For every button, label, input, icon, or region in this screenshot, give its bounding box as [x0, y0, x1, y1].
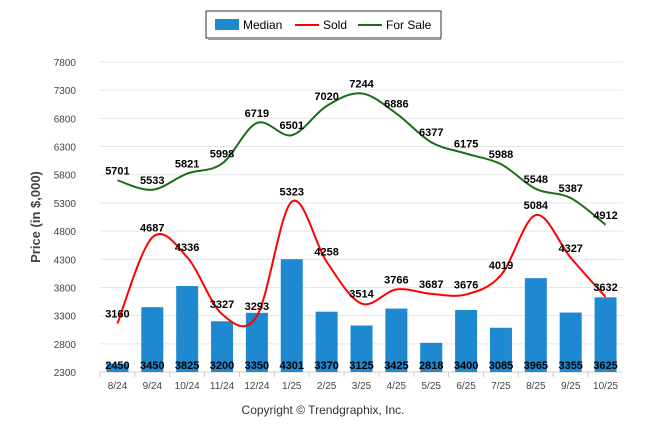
x-tick-label: 6/25 [456, 381, 476, 392]
x-tick-label: 10/24 [175, 381, 200, 392]
median-data-label: 3965 [524, 360, 548, 372]
for-sale-data-label: 6501 [280, 120, 304, 132]
sold-data-label: 5084 [524, 200, 549, 212]
for-sale-data-label: 7244 [349, 78, 374, 90]
median-data-label: 2818 [419, 360, 443, 372]
median-data-label: 3085 [489, 360, 513, 372]
x-tick-label: 9/25 [561, 381, 581, 392]
median-data-label: 3355 [558, 360, 582, 372]
x-tick-label: 12/24 [244, 381, 269, 392]
sold-data-label: 5323 [280, 187, 304, 199]
legend-label: For Sale [386, 18, 432, 32]
copyright: Copyright © Trendgraphix, Inc. [241, 403, 405, 417]
x-tick-label: 2/25 [317, 381, 337, 392]
sold-data-label: 4687 [140, 222, 164, 234]
median-data-label: 3400 [454, 360, 478, 372]
for-sale-data-label: 6377 [419, 127, 443, 139]
sold-data-label: 4019 [489, 260, 513, 272]
x-tick-label: 7/25 [491, 381, 511, 392]
median-data-label: 4301 [280, 360, 304, 372]
median-data-label: 3200 [210, 360, 234, 372]
sold-data-label: 3766 [384, 274, 408, 286]
y-axis-label: Price (in $,000) [28, 171, 43, 263]
median-bar [594, 297, 617, 372]
for-sale-data-label: 6719 [245, 108, 269, 120]
median-bar [385, 308, 408, 372]
for-sale-data-label: 5701 [105, 165, 129, 177]
y-tick-label: 4800 [54, 227, 77, 238]
median-bar [315, 311, 338, 372]
x-tick-label: 4/25 [387, 381, 407, 392]
median-bar [176, 286, 199, 372]
median-bar [141, 307, 164, 372]
legend-label: Sold [323, 18, 347, 32]
median-bar [106, 363, 129, 372]
sold-data-label: 4327 [558, 243, 582, 255]
median-bar [524, 278, 547, 372]
median-data-label: 3370 [314, 360, 338, 372]
sold-data-label: 4258 [314, 247, 338, 259]
y-tick-label: 7300 [54, 86, 77, 97]
for-sale-data-label: 7020 [314, 91, 338, 103]
x-tick-label: 5/25 [421, 381, 441, 392]
for-sale-data-label: 5387 [558, 183, 582, 195]
y-tick-label: 3800 [54, 283, 77, 294]
sold-data-label: 3514 [349, 289, 374, 301]
y-tick-label: 2800 [54, 340, 77, 351]
median-data-label: 3450 [140, 360, 164, 372]
for-sale-data-label: 5533 [140, 175, 164, 187]
median-bar [280, 259, 303, 372]
median-data-label: 3350 [245, 360, 269, 372]
legend-label: Median [243, 18, 282, 32]
median-bar [211, 321, 234, 372]
median-data-label: 3425 [384, 360, 408, 372]
legend-swatch-median [215, 19, 239, 30]
x-tick-label: 8/24 [108, 381, 128, 392]
y-tick-label: 2300 [54, 368, 77, 379]
median-data-label: 3625 [593, 360, 617, 372]
for-sale-data-label: 6886 [384, 99, 408, 111]
for-sale-data-label: 5548 [524, 174, 548, 186]
sold-data-label: 3327 [210, 299, 234, 311]
for-sale-data-label: 4912 [593, 210, 617, 222]
sold-data-label: 3293 [245, 301, 269, 313]
sold-line [116, 199, 607, 328]
y-tick-label: 5800 [54, 171, 77, 182]
x-tick-label: 1/25 [282, 381, 302, 392]
median-bar [350, 325, 373, 372]
legend [205, 10, 442, 39]
for-sale-data-label: 5821 [175, 159, 199, 171]
sold-data-label: 3687 [419, 279, 443, 291]
y-tick-label: 4300 [54, 255, 77, 266]
x-tick-label: 9/24 [143, 381, 163, 392]
for-sale-line [117, 92, 607, 226]
for-sale-data-label: 5998 [210, 149, 234, 161]
for-sale-data-label: 6175 [454, 139, 478, 151]
sold-data-label: 3632 [593, 282, 617, 294]
y-tick-label: 3300 [54, 312, 77, 323]
x-tick-label: 10/25 [593, 381, 618, 392]
median-data-label: 3825 [175, 360, 199, 372]
y-tick-label: 5300 [54, 199, 77, 210]
x-tick-label: 11/24 [210, 381, 235, 392]
median-bar [420, 342, 443, 372]
for-sale-data-label: 5988 [489, 149, 513, 161]
x-tick-label: 8/25 [526, 381, 546, 392]
y-tick-label: 6300 [54, 143, 77, 154]
median-bar [489, 327, 512, 372]
sold-data-label: 4336 [175, 242, 199, 254]
sold-data-label: 3676 [454, 279, 478, 291]
y-tick-label: 6800 [54, 114, 77, 125]
median-data-label: 3125 [349, 360, 373, 372]
x-tick-label: 3/25 [352, 381, 372, 392]
median-bar [245, 312, 268, 372]
median-bar [455, 310, 478, 372]
median-data-label: 2450 [105, 360, 129, 372]
sold-data-label: 3160 [105, 309, 129, 321]
y-tick-label: 7800 [54, 58, 77, 69]
median-bar [559, 312, 582, 372]
